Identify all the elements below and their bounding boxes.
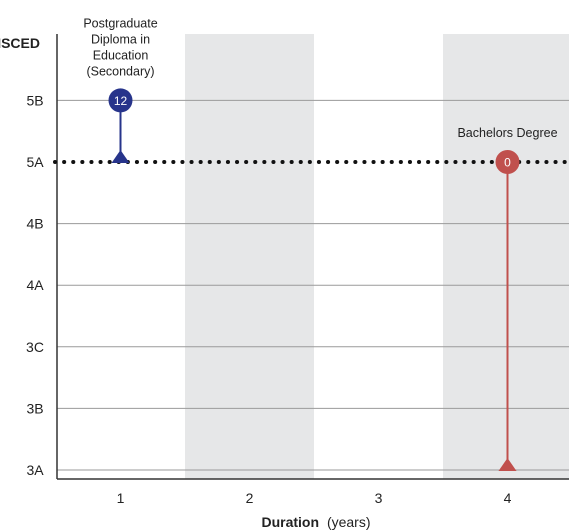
y-tick-label-3B: 3B <box>26 400 43 416</box>
shaded-columns <box>185 34 569 479</box>
program-end-bubble <box>108 88 133 113</box>
y-tick-label-5B: 5B <box>26 92 43 108</box>
programs: 12 Postgraduate Diploma in Education (Second… <box>83 16 558 471</box>
x-tick-label-1: 1 <box>117 490 125 506</box>
x-axis-title-bold: Duration <box>261 514 319 530</box>
program-2: 0 Bachelors Degree <box>457 126 558 471</box>
program-start-marker <box>498 458 517 471</box>
shaded-column-4 <box>443 34 569 479</box>
y-tick-label-4B: 4B <box>26 216 43 232</box>
program-label-line: Bachelors Degree <box>457 126 557 140</box>
program-label: Bachelors Degree <box>457 126 557 140</box>
x-axis-title-rest: (years) <box>327 514 371 530</box>
program-start-marker <box>111 150 130 163</box>
program-1: 12 Postgraduate Diploma in Education (Second… <box>83 16 158 163</box>
y-tick-label-4A: 4A <box>26 277 44 293</box>
y-tick-label-3A: 3A <box>26 462 44 478</box>
shaded-column-2 <box>185 34 314 479</box>
program-end-bubble <box>495 150 520 174</box>
program-label-line: (Secondary) <box>86 64 154 78</box>
labels: ISCED Duration (years) <box>0 35 371 530</box>
x-tick-label-4: 4 <box>504 490 512 506</box>
program-value: 0 <box>504 156 511 170</box>
program-label-line: Education <box>93 48 149 62</box>
y-tick-label-3C: 3C <box>26 339 44 355</box>
x-axis-title: Duration (years) <box>261 514 370 530</box>
program-value: 12 <box>114 94 128 108</box>
x-tick-label-2: 2 <box>246 490 254 506</box>
program-label-line: Diploma in <box>91 32 150 46</box>
gridlines: 3A 3B 3C 4A 4B 5A 5B <box>26 92 569 478</box>
y-tick-label-5A: 5A <box>26 154 44 170</box>
y-axis-title: ISCED <box>0 35 40 51</box>
program-label-line: Postgraduate <box>83 16 157 30</box>
program-label: Postgraduate Diploma in Education (Secondar… <box>83 16 157 78</box>
x-tick-label-3: 3 <box>375 490 383 506</box>
